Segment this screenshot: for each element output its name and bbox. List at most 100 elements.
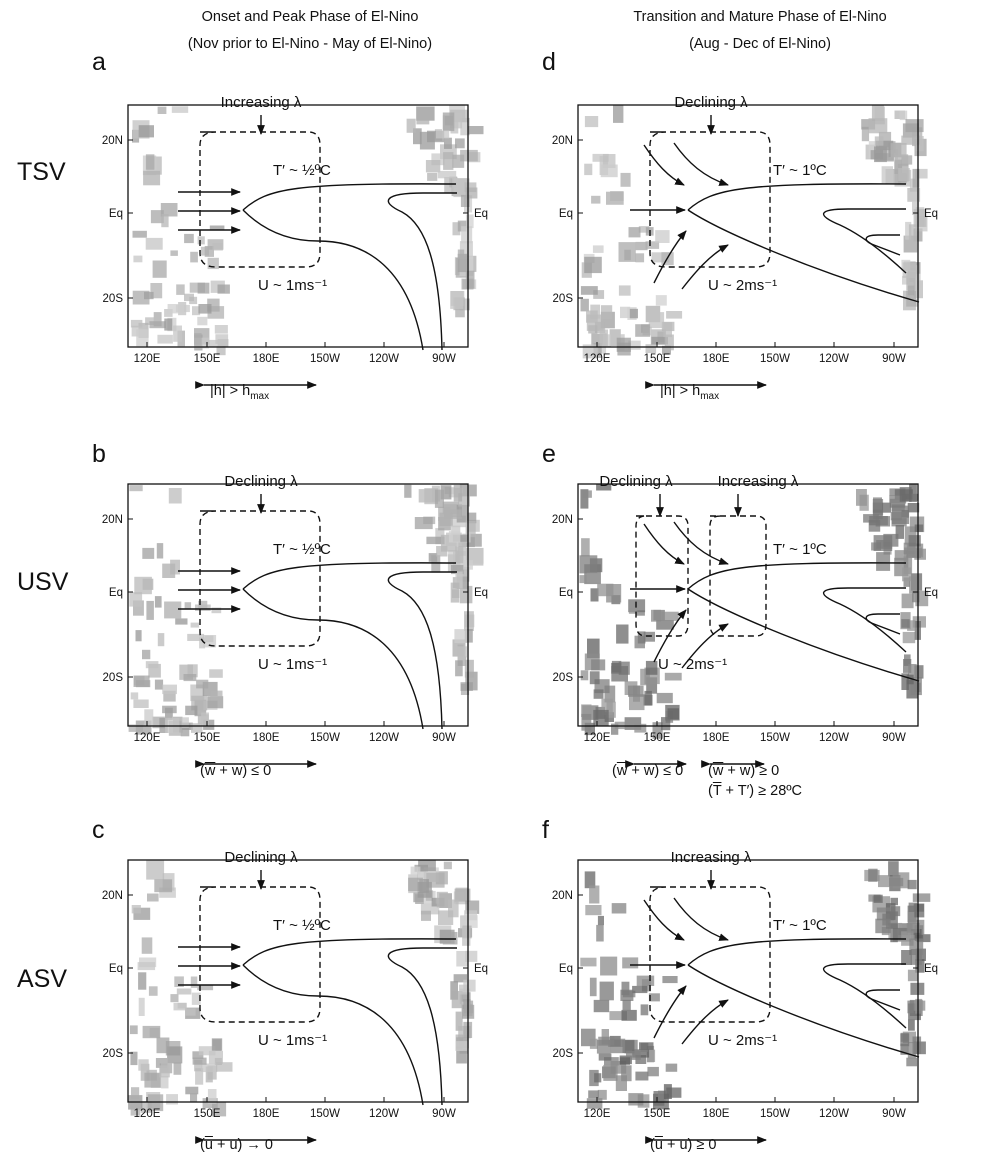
- land-block: [153, 312, 162, 327]
- land-block: [152, 260, 167, 278]
- land-block: [613, 105, 624, 123]
- land-block: [192, 1051, 204, 1059]
- land-block: [427, 130, 445, 143]
- lat-tick-label: Eq: [109, 587, 123, 599]
- land-block: [450, 582, 460, 603]
- land-block: [190, 1093, 198, 1102]
- land-block: [640, 1004, 649, 1016]
- land-block: [464, 182, 477, 193]
- lon-tick-label: 180E: [253, 353, 280, 365]
- land-block: [889, 495, 907, 504]
- land-block: [898, 168, 910, 181]
- land-block: [436, 891, 448, 908]
- land-block: [457, 249, 465, 260]
- region-box-dashed-right: [709, 515, 767, 637]
- land-block: [460, 117, 470, 136]
- land-block: [658, 1090, 666, 1103]
- eq-right-label: Eq: [474, 208, 488, 220]
- land-block: [146, 860, 165, 880]
- land-block: [663, 322, 672, 338]
- lon-tick-label: 120E: [134, 1108, 161, 1120]
- isotherm-south: [687, 964, 920, 1058]
- land-block: [584, 871, 596, 889]
- land-block: [128, 724, 143, 732]
- curved-wind-arrow-south-1: [653, 230, 687, 284]
- land-block: [159, 1065, 170, 1078]
- land-block: [435, 528, 445, 545]
- land-block: [198, 304, 212, 314]
- land-block: [145, 154, 155, 170]
- land-block: [456, 951, 469, 967]
- land-block: [894, 550, 909, 561]
- land-block: [647, 1066, 659, 1077]
- land-block: [589, 977, 597, 997]
- land-block: [914, 548, 926, 560]
- land-block: [465, 214, 474, 229]
- land-block: [610, 1038, 626, 1054]
- land-block: [611, 903, 627, 914]
- land-block: [580, 298, 589, 312]
- land-block: [907, 188, 921, 202]
- lambda-label-right: Increasing λ: [718, 473, 799, 490]
- lat-tick-label: Eq: [109, 963, 123, 975]
- land-block: [154, 596, 162, 608]
- land-block: [599, 981, 614, 1001]
- land-block: [177, 1002, 187, 1009]
- land-block: [891, 906, 901, 917]
- land-block: [456, 1046, 467, 1064]
- lon-tick-label: 90W: [432, 732, 456, 744]
- eq-right-label: Eq: [474, 963, 488, 975]
- land-block: [599, 329, 608, 347]
- lon-tick-label: 120W: [369, 732, 399, 744]
- isotherm-inner: [387, 947, 457, 1106]
- curved-wind-arrow-south-1: [653, 985, 687, 1039]
- condition-d: |h| > hmax: [660, 383, 720, 402]
- lambda-label: Declining λ: [674, 94, 748, 111]
- land-block: [916, 934, 931, 943]
- land-block: [592, 245, 604, 253]
- land-block: [157, 633, 165, 647]
- land-block: [894, 154, 909, 167]
- land-block: [656, 692, 673, 704]
- isotherm-south: [242, 588, 424, 730]
- land-block: [635, 1071, 649, 1081]
- land-block: [622, 957, 639, 969]
- panel-letter-c: c: [92, 816, 105, 844]
- lon-tick-label: 150E: [644, 1108, 671, 1120]
- land-block: [664, 672, 682, 681]
- left-column-header: Onset and Peak Phase of El-Nino (Nov pri…: [150, 4, 470, 58]
- land-block: [636, 610, 645, 616]
- land-block: [628, 1093, 644, 1106]
- land-block: [588, 1090, 599, 1099]
- panel-letter-a: a: [92, 48, 106, 76]
- land-block: [458, 493, 470, 507]
- land-block: [589, 1069, 599, 1087]
- land-block: [450, 981, 458, 1000]
- eq-right-label: Eq: [474, 587, 488, 599]
- land-block: [442, 932, 458, 945]
- land-block: [192, 1057, 207, 1065]
- condition-e-left: (w + w) ≤ 0: [612, 763, 684, 779]
- region-box-dashed: [649, 886, 771, 1023]
- land-block: [635, 253, 645, 263]
- land-block: [196, 679, 209, 689]
- lon-tick-label: 150W: [760, 1108, 790, 1120]
- land-block: [591, 195, 601, 204]
- land-block: [661, 717, 671, 731]
- map-frame: [127, 104, 469, 348]
- land-block: [620, 172, 631, 187]
- condition-b: (w + w) ≤ 0: [200, 763, 272, 779]
- curved-wind-arrow-north-1: [643, 899, 685, 941]
- land-block: [462, 926, 471, 946]
- land-block: [901, 950, 912, 965]
- land-block: [593, 999, 610, 1013]
- condition-a: |h| > hmax: [210, 383, 270, 402]
- land-block: [907, 1000, 914, 1014]
- land-block: [873, 894, 883, 903]
- land-block: [212, 1101, 227, 1117]
- land-block: [138, 972, 147, 990]
- land-block: [161, 1076, 169, 1089]
- land-block: [590, 588, 599, 602]
- land-block: [594, 1073, 602, 1083]
- land-block: [410, 866, 421, 875]
